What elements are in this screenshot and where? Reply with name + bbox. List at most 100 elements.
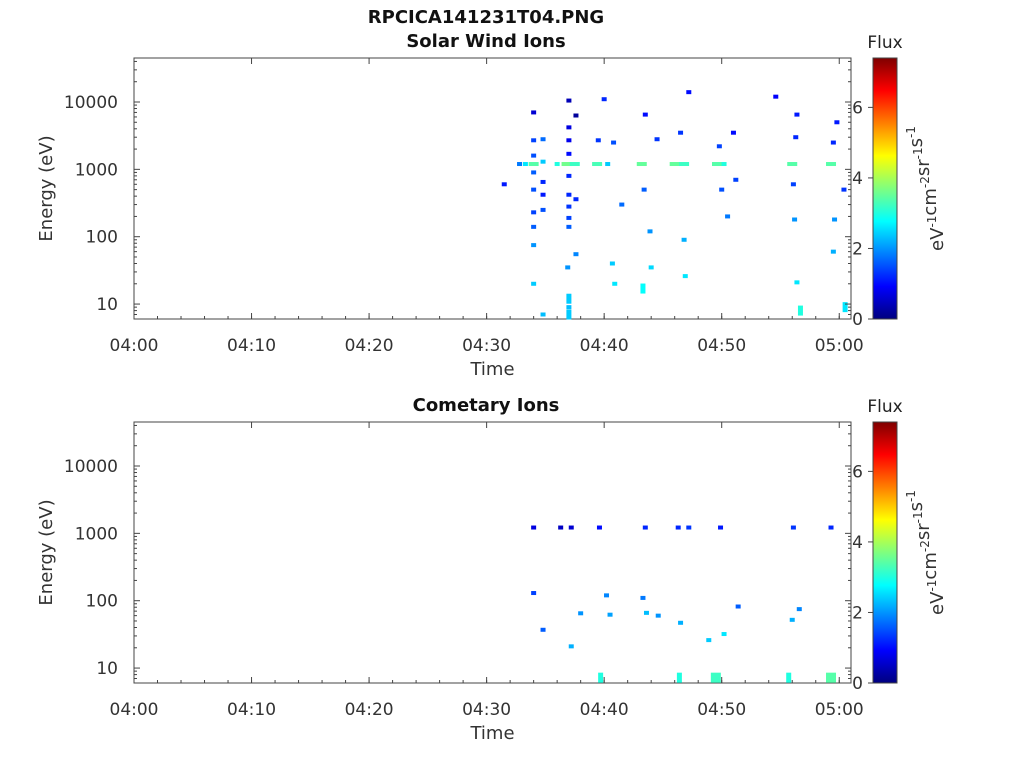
solar-wind-title: Solar Wind Ions: [406, 31, 566, 52]
data-cell: [669, 162, 680, 167]
data-cell: [787, 162, 798, 167]
data-cell: [607, 612, 613, 617]
data-cell: [792, 217, 798, 222]
data-cell: [796, 607, 802, 612]
colorbar: [872, 57, 898, 320]
data-cell: [826, 162, 837, 167]
y-tick-label: 100: [86, 592, 118, 612]
data-cell: [561, 162, 572, 167]
heatmap-cells: [501, 90, 848, 320]
colorbar-unit-label: eV-1cm-2sr-1s-1: [904, 126, 948, 251]
colorbar-tick-label: 0: [852, 310, 863, 330]
x-tick-label: 04:50: [697, 336, 746, 356]
data-cell: [528, 162, 539, 167]
data-cell: [678, 620, 684, 625]
x-tick-label: 04:10: [227, 336, 276, 356]
data-cell: [648, 265, 654, 270]
data-cell: [641, 187, 647, 192]
data-cell: [573, 113, 579, 118]
data-cell: [531, 110, 537, 115]
data-cell: [619, 202, 625, 207]
data-cell: [605, 162, 611, 167]
data-cell: [517, 162, 523, 167]
data-cell: [611, 140, 617, 145]
data-cell: [531, 170, 537, 175]
data-cell: [540, 179, 546, 184]
data-cell: [612, 281, 618, 286]
data-cell: [678, 130, 684, 135]
data-cell: [841, 187, 847, 192]
data-cell: [830, 140, 836, 145]
data-cell: [721, 632, 727, 637]
y-tick-label: 10: [96, 295, 118, 315]
data-cell: [790, 525, 796, 530]
data-cell: [566, 224, 572, 229]
data-cell: [595, 138, 601, 143]
data-cell: [598, 672, 604, 683]
data-cell: [531, 591, 537, 596]
y-axis-label: Energy (eV): [36, 499, 57, 605]
data-cell: [842, 302, 848, 313]
data-cell: [601, 97, 607, 102]
data-cell: [566, 173, 572, 178]
colorbar: [872, 421, 898, 684]
data-cell: [531, 224, 537, 229]
data-cell: [834, 120, 840, 125]
x-tick-label: 04:30: [462, 700, 511, 720]
data-cell: [604, 593, 610, 598]
colorbar-tick-label: 6: [852, 462, 863, 482]
data-cell: [686, 90, 692, 95]
data-cell: [566, 138, 572, 143]
data-cell: [566, 151, 572, 156]
data-cell: [828, 525, 834, 530]
plot-area: [133, 57, 852, 320]
data-cell: [654, 137, 660, 142]
data-cell: [568, 644, 574, 649]
solar-wind-panel: 04:00 04:10 04:20 04:30 04:40 04:50 05:00 10 100…: [36, 33, 948, 380]
data-cell: [531, 187, 537, 192]
data-cell: [679, 162, 690, 167]
data-cell: [565, 265, 571, 270]
y-tick-label: 100: [86, 228, 118, 248]
x-tick-label: 04:40: [580, 700, 629, 720]
y-tick-label: 1000: [75, 160, 118, 180]
data-cell: [596, 525, 602, 530]
data-cell: [573, 197, 579, 202]
data-cell: [636, 162, 647, 167]
figure-title: RPCICA141231T04.PNG: [367, 7, 605, 28]
y-tick-label: 10000: [64, 93, 118, 113]
data-cell: [721, 162, 727, 167]
data-cell: [786, 672, 792, 683]
x-tick-label: 04:20: [345, 700, 394, 720]
data-cell: [531, 525, 537, 530]
data-cell: [655, 613, 661, 618]
plot-area: [133, 421, 852, 684]
data-cell: [609, 261, 615, 266]
data-cell: [794, 112, 800, 117]
data-cell: [794, 280, 800, 285]
data-cell: [558, 525, 564, 530]
data-cell: [531, 210, 537, 215]
x-tick-label: 04:40: [580, 336, 629, 356]
data-cell: [566, 204, 572, 209]
data-cell: [566, 305, 572, 310]
data-cell: [540, 312, 546, 317]
data-cell: [790, 182, 796, 187]
colorbar-tick-label: 2: [852, 239, 863, 259]
colorbar-unit-label: eV-1cm-2sr-1s-1: [904, 490, 948, 615]
x-tick-label: 05:00: [815, 700, 864, 720]
data-cell: [682, 274, 688, 279]
y-tick-label: 10000: [64, 457, 118, 477]
data-cell: [522, 162, 528, 167]
data-cell: [540, 159, 546, 164]
x-tick-label: 04:50: [697, 700, 746, 720]
data-cell: [573, 252, 579, 257]
data-cell: [566, 309, 572, 320]
data-cell: [566, 215, 572, 220]
data-cell: [640, 283, 646, 294]
colorbar-tick-label: 2: [852, 603, 863, 623]
x-tick-label: 04:00: [110, 336, 159, 356]
data-cell: [719, 187, 725, 192]
data-cell: [566, 293, 572, 304]
